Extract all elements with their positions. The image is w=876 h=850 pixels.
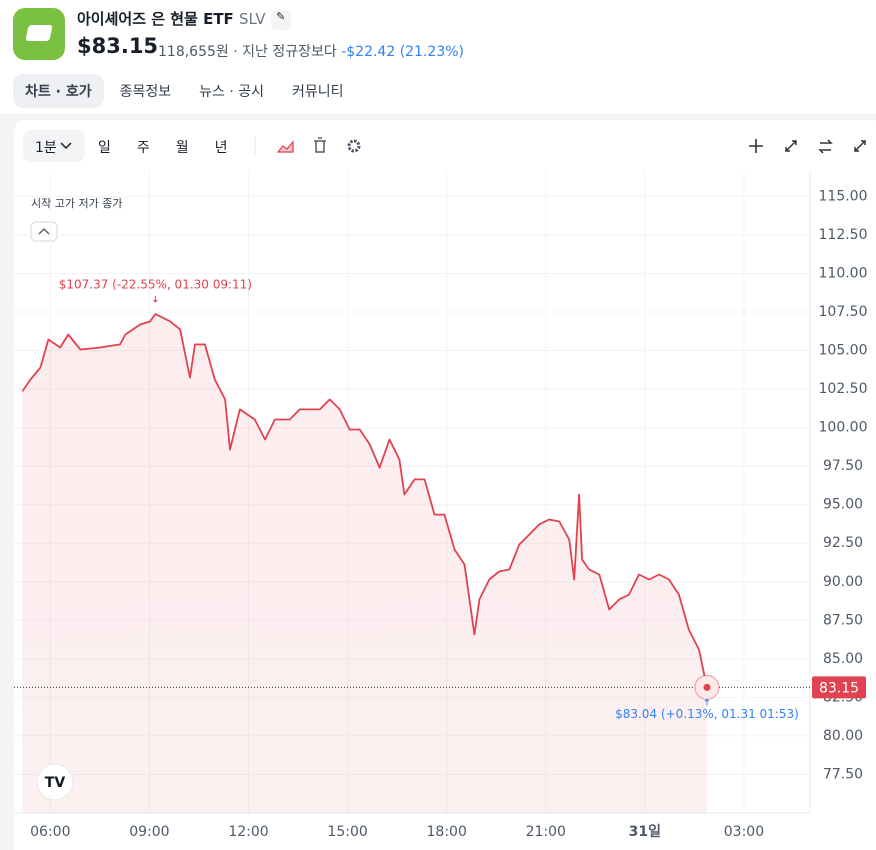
- collapse-chevron: [38, 228, 50, 235]
- edit-button[interactable]: ✎: [270, 9, 291, 30]
- compare-icon[interactable]: [818, 139, 833, 154]
- last-point: [703, 683, 711, 691]
- y-tick-label: 87.50: [823, 612, 863, 628]
- x-tick-label: 15:00: [327, 824, 367, 840]
- y-tick-label: 102.50: [819, 381, 868, 397]
- interval[interactable]: 1분: [35, 140, 57, 156]
- y-tick-label: 105.00: [819, 343, 868, 359]
- y-tick-label: 110.00: [819, 265, 868, 281]
- fullscreen-icon[interactable]: [854, 140, 866, 152]
- period[interactable]: 주: [136, 140, 150, 156]
- current-price-label: 83.15: [819, 680, 859, 696]
- current-price-tag: [812, 676, 866, 699]
- tab[interactable]: 종목정보: [119, 84, 172, 100]
- y-tick-label: 95.00: [823, 497, 863, 513]
- chart-type-icon[interactable]: [276, 140, 294, 153]
- tabs: 차트 · 호가 종목정보 뉴스 · 공시 커뮤니티: [13, 74, 356, 108]
- x-tick-label: 31일: [629, 824, 661, 840]
- y-tick-label: 92.50: [823, 535, 863, 551]
- y-tick-label: 77.50: [823, 766, 863, 782]
- price-krw: 118,655원: [158, 44, 229, 60]
- draw-icon[interactable]: [785, 140, 797, 152]
- period[interactable]: 년: [214, 140, 228, 156]
- y-tick-label: 115.00: [819, 188, 868, 204]
- high-arrow: [153, 296, 158, 303]
- tv-logo: [36, 763, 74, 801]
- delete-icon[interactable]: [314, 137, 326, 153]
- x-tick-label: 06:00: [30, 824, 70, 840]
- price: $83.15: [77, 34, 159, 58]
- low-arrow: [704, 698, 710, 706]
- tab[interactable]: 뉴스 · 공시: [199, 84, 264, 100]
- y-tick-label: 80.00: [823, 728, 863, 744]
- y-tick-label: 97.50: [823, 458, 863, 474]
- interval-bg[interactable]: [23, 130, 85, 162]
- period[interactable]: 월: [175, 140, 189, 156]
- tab[interactable]: 차트 · 호가: [13, 74, 104, 108]
- y-tick-label: 100.00: [819, 420, 868, 436]
- add-icon[interactable]: [749, 139, 763, 153]
- y-tick-label: 90.00: [823, 574, 863, 590]
- low-annotation: $83.04 (+0.13%, 01.31 01:53): [615, 707, 799, 721]
- collapse-button[interactable]: [30, 221, 58, 242]
- x-tick-label: 18:00: [427, 824, 467, 840]
- title: 아이셰어즈 은 현물 ETF: [77, 10, 234, 28]
- settings-icon[interactable]: [347, 139, 361, 153]
- area: [22, 314, 707, 813]
- period[interactable]: 일: [98, 140, 111, 156]
- stock-title: 아이셰어즈 은 현물 ETF SLV ✎: [77, 8, 291, 30]
- compare-text: · 지난 정규장보다: [233, 44, 337, 60]
- chevron: [60, 142, 72, 150]
- stock-icon: [13, 8, 65, 60]
- high-annotation: $107.37 (-22.55%, 01.30 09:11): [59, 278, 252, 292]
- x-tick-label: 21:00: [526, 824, 566, 840]
- y-tick-label: 112.50: [819, 227, 868, 243]
- price-info: 118,655원 · 지난 정규장보다 -$22.42 (21.23%): [158, 41, 464, 61]
- x-tick-label: 09:00: [129, 824, 169, 840]
- y-tick-label: 107.50: [819, 304, 868, 320]
- x-tick-label: 03:00: [724, 824, 764, 840]
- price-line: [21, 313, 708, 688]
- tv-logo-text: TV: [45, 775, 66, 791]
- change: -$22.42 (21.23%): [341, 44, 464, 60]
- plot: 77.5080.0082.5085.0087.5090.0092.5095.00…: [14, 171, 868, 840]
- y-tick-label: 85.00: [823, 651, 863, 667]
- ticker: SLV: [239, 10, 266, 28]
- legend-text: 시작 고가 저가 종가: [31, 197, 122, 210]
- tab[interactable]: 커뮤니티: [292, 84, 344, 100]
- x-tick-label: 12:00: [228, 824, 268, 840]
